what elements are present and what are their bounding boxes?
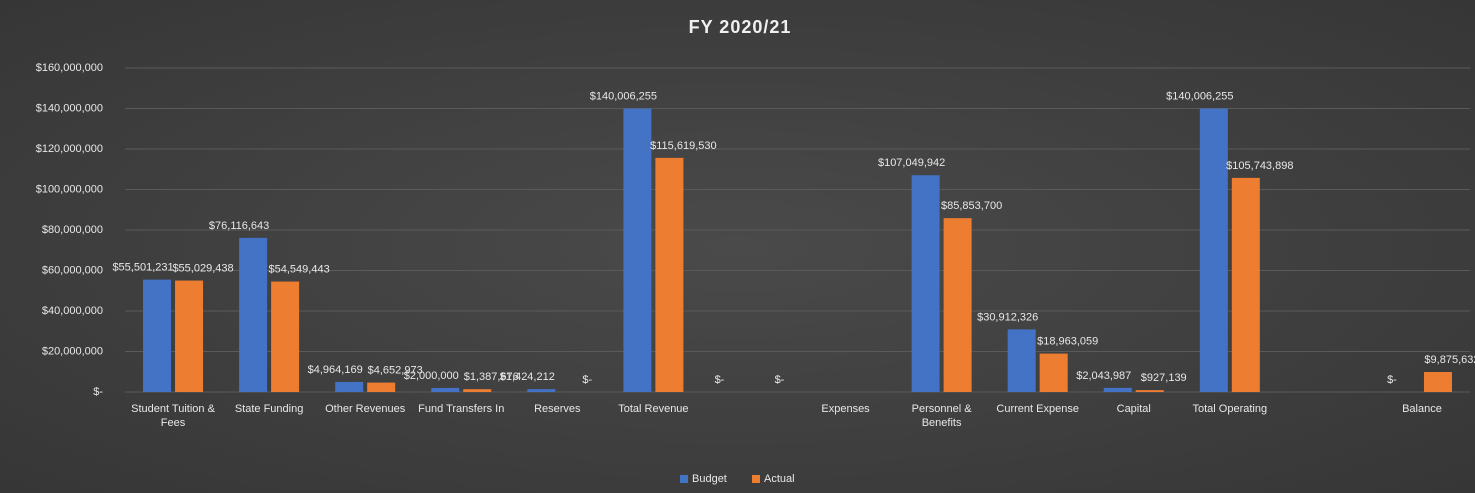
legend-label: Budget — [692, 473, 727, 485]
bar — [463, 389, 492, 392]
data-label: $18,963,059 — [1037, 336, 1098, 348]
y-tick-label: $140,000,000 — [36, 102, 103, 114]
y-tick-label: $40,000,000 — [42, 305, 103, 317]
bar — [175, 280, 204, 392]
bar — [335, 381, 364, 392]
data-label: $- — [715, 374, 725, 386]
bar — [1423, 372, 1452, 392]
data-label: $4,964,169 — [308, 364, 363, 376]
bar — [527, 389, 556, 392]
chart-title: FY 2020/21 — [689, 17, 792, 37]
x-tick-label: Reserves — [534, 403, 581, 415]
x-tick-label: Student Tuition & Fees — [131, 403, 215, 429]
data-label: $2,043,987 — [1076, 370, 1131, 382]
x-tick-label: Current Expense — [996, 403, 1079, 415]
x-tick-label: Other Revenues — [325, 403, 406, 415]
x-tick-label: Balance — [1402, 403, 1442, 415]
data-label: $4,652,973 — [368, 364, 423, 376]
bar — [943, 218, 972, 392]
data-label: $2,000,000 — [404, 370, 459, 382]
bar — [1039, 353, 1068, 392]
bar — [143, 279, 172, 392]
y-tick-label: $80,000,000 — [42, 224, 103, 236]
y-tick-label: $60,000,000 — [42, 264, 103, 276]
data-label: $55,029,438 — [172, 262, 233, 274]
data-label: $76,116,643 — [209, 220, 269, 232]
bar — [1103, 387, 1132, 392]
data-label: $- — [1387, 374, 1397, 386]
data-label: $85,853,700 — [941, 200, 1002, 212]
legend-label: Actual — [764, 473, 795, 485]
data-label: $- — [775, 374, 785, 386]
bar — [431, 387, 460, 392]
data-label: $105,743,898 — [1226, 160, 1293, 172]
data-label: $54,549,443 — [269, 263, 330, 275]
bar — [1007, 329, 1036, 392]
data-label: $927,139 — [1141, 372, 1187, 384]
x-tick-label: State Funding — [234, 403, 304, 415]
y-tick-label: $- — [93, 386, 103, 398]
bar — [623, 108, 652, 392]
data-label: $9,875,632 — [1424, 354, 1475, 366]
bar — [911, 175, 940, 392]
x-tick-label: Fund Transfers In — [418, 403, 505, 415]
bar — [271, 281, 300, 392]
bar — [1199, 108, 1228, 392]
y-tick-label: $160,000,000 — [36, 62, 103, 74]
data-label: $140,006,255 — [1166, 90, 1233, 102]
x-tick-label: Total Operating — [1192, 403, 1268, 415]
y-tick-label: $100,000,000 — [36, 183, 103, 195]
data-label: $1,387,676 — [464, 371, 519, 383]
data-label: $1,424,212 — [500, 371, 555, 383]
bar — [1135, 390, 1164, 392]
legend-swatch — [680, 475, 688, 483]
x-tick-label: Personnel & Benefits — [911, 403, 972, 429]
data-label: $30,912,326 — [977, 311, 1038, 323]
bar — [655, 157, 684, 392]
y-tick-label: $120,000,000 — [36, 143, 103, 155]
legend-swatch — [752, 475, 760, 483]
data-label: $- — [582, 374, 592, 386]
data-label: $115,619,530 — [650, 140, 716, 152]
data-label: $140,006,255 — [590, 90, 657, 102]
y-tick-label: $20,000,000 — [42, 345, 103, 357]
x-tick-label: Total Revenue — [618, 403, 689, 415]
data-label: $55,501,231 — [112, 262, 173, 274]
bar — [239, 237, 268, 392]
bar — [1231, 177, 1260, 392]
bar — [367, 382, 396, 392]
data-label: $107,049,942 — [878, 157, 945, 169]
x-tick-label: Expenses — [821, 403, 870, 415]
x-tick-label: Capital — [1116, 403, 1151, 415]
